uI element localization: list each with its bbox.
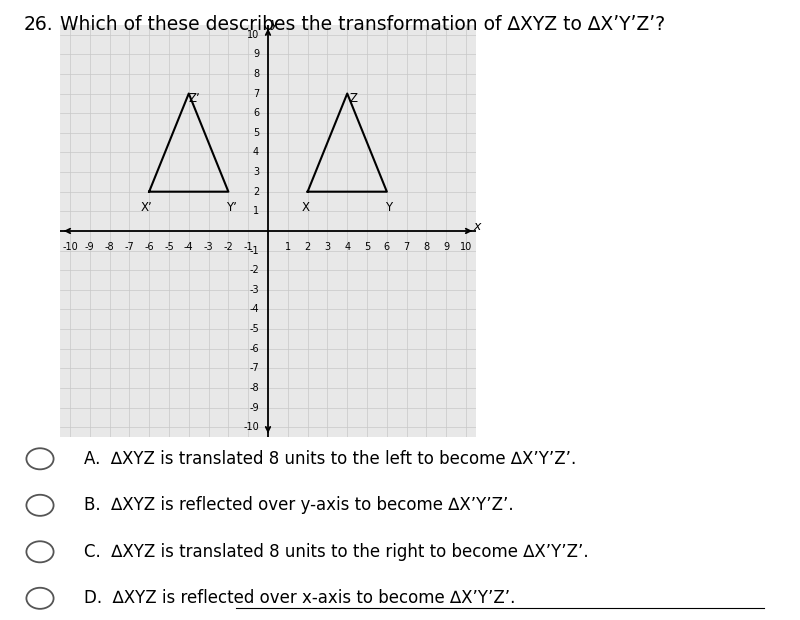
Text: 1: 1: [285, 242, 291, 252]
Text: 7: 7: [253, 89, 259, 99]
Text: Yʼ: Yʼ: [226, 200, 237, 213]
Text: -8: -8: [105, 242, 114, 252]
Text: 4: 4: [344, 242, 350, 252]
Text: -3: -3: [204, 242, 214, 252]
Text: 10: 10: [460, 242, 472, 252]
Text: X: X: [302, 200, 310, 213]
Text: -2: -2: [223, 242, 234, 252]
Text: 3: 3: [253, 167, 259, 177]
Text: -8: -8: [250, 383, 259, 393]
Text: 2: 2: [305, 242, 310, 252]
Text: 5: 5: [364, 242, 370, 252]
Text: 9: 9: [443, 242, 450, 252]
Text: Xʼ: Xʼ: [140, 200, 152, 213]
Text: -7: -7: [125, 242, 134, 252]
Text: -7: -7: [250, 363, 259, 373]
Text: -1: -1: [243, 242, 253, 252]
Text: -5: -5: [250, 324, 259, 334]
Text: 5: 5: [253, 128, 259, 138]
Text: -10: -10: [62, 242, 78, 252]
Text: 10: 10: [247, 30, 259, 40]
Text: -9: -9: [250, 402, 259, 413]
Text: -6: -6: [250, 343, 259, 354]
Text: -6: -6: [144, 242, 154, 252]
Text: 9: 9: [253, 49, 259, 60]
Text: -4: -4: [184, 242, 194, 252]
Text: Y: Y: [386, 200, 393, 213]
Text: -10: -10: [243, 422, 259, 432]
Text: 4: 4: [253, 148, 259, 157]
Text: 6: 6: [384, 242, 390, 252]
Text: 26.: 26.: [24, 16, 54, 35]
Text: D.  ∆XYZ is reflected over x-axis to become ∆XʼYʼZʼ.: D. ∆XYZ is reflected over x-axis to beco…: [84, 589, 515, 608]
Text: -9: -9: [85, 242, 94, 252]
Text: -3: -3: [250, 285, 259, 295]
Text: -2: -2: [250, 265, 259, 275]
Text: x: x: [474, 219, 481, 232]
Text: Which of these describes the transformation of ∆XYZ to ∆XʼYʼZʼ?: Which of these describes the transformat…: [60, 16, 665, 35]
Text: 3: 3: [324, 242, 330, 252]
Text: Z: Z: [349, 92, 357, 105]
Text: 2: 2: [253, 187, 259, 197]
Text: 7: 7: [403, 242, 410, 252]
Text: 8: 8: [423, 242, 430, 252]
Text: y: y: [270, 17, 278, 30]
Text: B.  ∆XYZ is reflected over y-axis to become ∆XʼYʼZʼ.: B. ∆XYZ is reflected over y-axis to beco…: [84, 496, 514, 515]
Text: -4: -4: [250, 304, 259, 314]
Text: -5: -5: [164, 242, 174, 252]
Text: -1: -1: [250, 246, 259, 255]
Text: Zʼ: Zʼ: [189, 92, 201, 105]
Text: 1: 1: [253, 206, 259, 216]
Text: 8: 8: [253, 69, 259, 79]
Text: 6: 6: [253, 108, 259, 118]
Text: A.  ∆XYZ is translated 8 units to the left to become ∆XʼYʼZʼ.: A. ∆XYZ is translated 8 units to the lef…: [84, 450, 576, 468]
Text: C.  ∆XYZ is translated 8 units to the right to become ∆XʼYʼZʼ.: C. ∆XYZ is translated 8 units to the rig…: [84, 542, 589, 561]
